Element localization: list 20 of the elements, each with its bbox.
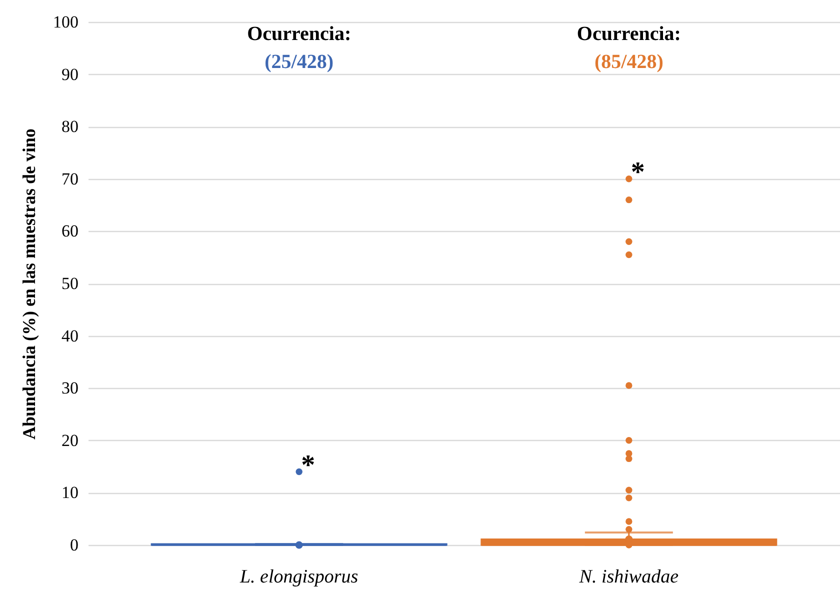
annotation: *	[630, 156, 645, 188]
y-tick-label: 10	[62, 483, 78, 502]
annotation: (85/428)	[594, 51, 664, 73]
y-tick-label: 70	[62, 169, 78, 188]
y-tick-label: 30	[62, 378, 78, 398]
x-tick-label: N. ishiwadae	[578, 566, 679, 588]
y-tick-label: 40	[62, 326, 78, 346]
y-tick-label: 20	[62, 430, 78, 450]
y-tick-label: 60	[62, 222, 78, 241]
y-tick-label: 80	[62, 117, 78, 136]
y-tick-label: 90	[62, 64, 78, 84]
annotation: Ocurrencia:	[247, 23, 352, 45]
annotation: (25/428)	[264, 51, 334, 73]
x-tick-label: L. elongisporus	[238, 566, 358, 588]
y-tick-label: 100	[53, 12, 78, 32]
annotation: Ocurrencia:	[576, 23, 681, 45]
annotation: *	[301, 450, 316, 481]
y-axis-title: Abundancia (%) en las muestras de vino	[19, 128, 39, 440]
y-tick-label: 0	[70, 536, 78, 554]
y-tick-label: 50	[62, 274, 78, 293]
